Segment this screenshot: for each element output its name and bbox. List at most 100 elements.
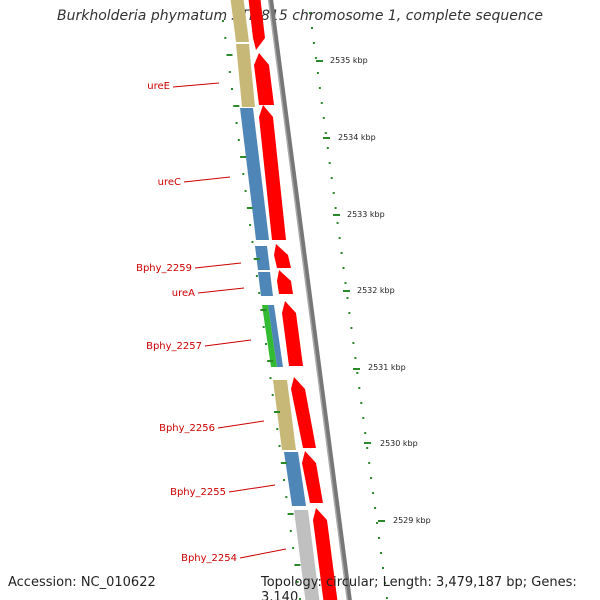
gene-leader-line bbox=[228, 484, 276, 493]
feature-dot bbox=[298, 598, 301, 600]
scale-label: 2530 kbp bbox=[380, 439, 418, 448]
scale-label: 2531 kbp bbox=[368, 363, 406, 372]
scale-dot bbox=[312, 42, 315, 44]
scale-dot bbox=[342, 267, 345, 269]
scale-dot bbox=[344, 282, 347, 284]
feature-dot bbox=[240, 156, 247, 158]
scale-dot bbox=[356, 372, 359, 374]
scale-dot bbox=[362, 417, 365, 419]
gene-block-Bphy_2255 bbox=[284, 452, 306, 506]
scale-dot bbox=[322, 117, 325, 119]
gene-label-Bphy_2257[interactable]: Bphy_2257 bbox=[146, 341, 202, 352]
scale-label: 2533 kbp bbox=[347, 210, 385, 219]
scale-dot bbox=[311, 27, 313, 29]
gene-leader-line bbox=[197, 287, 245, 294]
gene-block-ureA bbox=[258, 272, 273, 296]
scale-dot bbox=[346, 297, 349, 299]
scale-dot bbox=[374, 507, 377, 509]
gene-leader-line bbox=[172, 82, 220, 88]
gene-label-Bphy_2256[interactable]: Bphy_2256 bbox=[159, 423, 215, 434]
gene-block-Bphy_2257 bbox=[262, 305, 277, 367]
cds-arrow bbox=[274, 244, 291, 268]
feature-dot bbox=[285, 496, 288, 498]
scale-dot bbox=[378, 537, 380, 539]
feature-dot bbox=[283, 479, 285, 481]
scale-dot bbox=[318, 87, 321, 89]
feature-dot bbox=[233, 105, 240, 107]
scale-dot bbox=[348, 312, 351, 314]
gene-label-ureE[interactable]: ureE bbox=[147, 81, 170, 92]
feature-dot bbox=[222, 20, 224, 22]
feature-dot bbox=[271, 394, 274, 396]
feature-dot bbox=[294, 564, 301, 566]
gene-block-Bphy_2254 bbox=[294, 510, 320, 600]
gene-block-ureC bbox=[240, 108, 269, 240]
scale-dot bbox=[328, 162, 331, 164]
scale-label: 2535 kbp bbox=[330, 56, 368, 65]
gene-label-ureA[interactable]: ureA bbox=[172, 288, 195, 299]
topology-text: Topology: circular; Length: 3,479,187 bp… bbox=[261, 575, 577, 600]
cds-arrow bbox=[277, 270, 293, 294]
scale-dot bbox=[354, 357, 357, 359]
chromosome-backbone-highlight bbox=[267, 0, 349, 600]
scale-dot bbox=[364, 432, 367, 434]
cds-arrow bbox=[291, 377, 316, 448]
cds-arrow bbox=[248, 0, 265, 50]
cds-arrow bbox=[282, 301, 303, 366]
gene-label-Bphy_2259[interactable]: Bphy_2259 bbox=[136, 263, 192, 274]
scale-dot bbox=[320, 102, 323, 104]
cds-arrow bbox=[313, 508, 338, 600]
feature-dot bbox=[287, 513, 294, 515]
feature-dot bbox=[269, 377, 272, 379]
scale-dot bbox=[330, 177, 333, 179]
gene-leader-line bbox=[204, 339, 252, 347]
scale-dot bbox=[382, 567, 384, 569]
gene-block-Bphy_2257-blue bbox=[268, 305, 283, 367]
scale-dot bbox=[324, 132, 327, 134]
gene-label-Bphy_2255[interactable]: Bphy_2255 bbox=[170, 487, 226, 498]
feature-dot bbox=[226, 54, 233, 56]
gene-leader-line bbox=[183, 176, 231, 183]
scale-label: 2529 kbp bbox=[393, 516, 431, 525]
feature-dot bbox=[237, 139, 240, 141]
scale-dot bbox=[326, 147, 329, 149]
scale-label: 2534 kbp bbox=[338, 133, 376, 142]
feature-dot bbox=[235, 122, 238, 124]
scale-dot bbox=[316, 72, 319, 74]
feature-dot bbox=[289, 530, 292, 532]
feature-dot bbox=[262, 326, 265, 328]
feature-dot bbox=[267, 360, 274, 362]
cds-arrow bbox=[259, 105, 286, 240]
scale-ticks: 2535 kbp 2534 kbp 2533 kbp 2532 kbp 2531… bbox=[316, 56, 431, 525]
scale-dot bbox=[332, 192, 335, 194]
scale-dot bbox=[334, 207, 337, 209]
scale-dot bbox=[309, 12, 311, 14]
feature-dot bbox=[244, 190, 247, 192]
gene-label-Bphy_2254[interactable]: Bphy_2254 bbox=[181, 553, 237, 564]
feature-dot bbox=[292, 547, 295, 549]
scale-dot bbox=[336, 222, 339, 224]
gene-label-ureC[interactable]: ureC bbox=[158, 177, 181, 188]
cds-arrow-track bbox=[248, 0, 338, 600]
feature-dot bbox=[278, 445, 281, 447]
scale-dot bbox=[376, 522, 379, 524]
cds-arrow bbox=[254, 53, 274, 105]
feature-dot bbox=[253, 258, 260, 260]
map-title: Burkholderia phymatum STM815 chromosome … bbox=[56, 8, 543, 24]
gene-block-Bphy_2256 bbox=[273, 380, 296, 450]
feature-dot bbox=[274, 411, 280, 413]
feature-dot bbox=[242, 173, 245, 175]
scale-dot bbox=[352, 342, 355, 344]
feature-dot bbox=[228, 71, 231, 73]
scale-dot bbox=[366, 447, 369, 449]
scale-dot bbox=[385, 597, 388, 599]
gene-block-ureE bbox=[236, 44, 255, 107]
gene-leader-line bbox=[194, 262, 242, 269]
feature-dot bbox=[265, 343, 267, 345]
feature-dot bbox=[258, 292, 261, 294]
scale-dot bbox=[340, 252, 343, 254]
feature-dot bbox=[296, 581, 299, 583]
feature-dot bbox=[246, 207, 253, 209]
gene-leader-line bbox=[217, 420, 265, 429]
